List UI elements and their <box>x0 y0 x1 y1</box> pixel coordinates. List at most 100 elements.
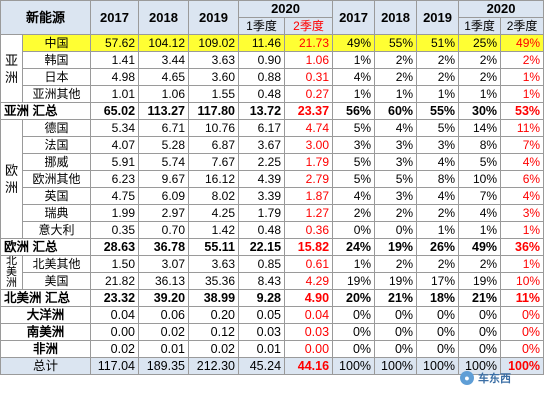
table-row-summary: 北美洲 汇总 23.32 39.20 38.99 9.28 4.90 20% 2… <box>0 289 545 307</box>
cell: 4% <box>374 119 418 137</box>
cell: 4.65 <box>138 68 190 86</box>
cell: 20% <box>332 289 376 307</box>
cell: 100% <box>374 357 418 375</box>
cell: 3.60 <box>188 68 240 86</box>
cell: 18% <box>416 289 460 307</box>
cell: 0% <box>374 340 418 358</box>
cell: 4.29 <box>284 272 334 290</box>
header-q2-values: 2季度 <box>284 17 334 35</box>
cell: 0.02 <box>138 323 190 341</box>
header-2020-share: 2020 <box>458 0 545 18</box>
row-label: 亚洲 汇总 <box>0 102 92 120</box>
cell: 1.99 <box>90 204 140 222</box>
cell: 19% <box>374 238 418 256</box>
header-2017: 2017 <box>90 0 140 35</box>
cell: 49% <box>500 34 545 52</box>
table-row: 北美洲 北美其他 1.50 3.07 3.63 0.85 0.61 1% 2% … <box>0 255 545 290</box>
cell: 36% <box>500 238 545 256</box>
cell: 4% <box>332 187 376 205</box>
cell: 100% <box>416 357 460 375</box>
cell: 0.70 <box>138 221 190 239</box>
cell: 0.05 <box>238 306 286 324</box>
cell: 113.27 <box>138 102 190 120</box>
cell: 44.16 <box>284 357 334 375</box>
cell: 0.00 <box>90 323 140 341</box>
group-north-america: 北美洲 <box>0 255 23 290</box>
table-row: 亚洲其他 1.01 1.06 1.55 0.48 0.27 1% 1% 1% 1… <box>1 85 545 103</box>
cell: 9.28 <box>238 289 286 307</box>
cell: 0.61 <box>284 255 334 273</box>
cell: 4.25 <box>188 204 240 222</box>
row-label: 总计 <box>0 357 92 375</box>
row-label: 非洲 <box>0 340 92 358</box>
header-share-2019: 2019 <box>416 0 460 35</box>
cell: 0% <box>332 323 376 341</box>
cell: 6.71 <box>138 119 190 137</box>
cell: 49% <box>332 34 376 52</box>
row-label: 欧洲其他 <box>21 170 92 188</box>
cell: 1% <box>500 255 545 273</box>
cell: 0.00 <box>284 340 334 358</box>
row-label: 挪威 <box>21 153 92 171</box>
cell: 117.04 <box>90 357 140 375</box>
cell: 0.02 <box>188 340 240 358</box>
cell: 3.63 <box>188 51 240 69</box>
cell: 10.76 <box>188 119 240 137</box>
cell: 5.28 <box>138 136 190 154</box>
row-label: 北美其他 <box>21 255 92 273</box>
cell: 2% <box>416 51 460 69</box>
cell: 0.03 <box>238 323 286 341</box>
cell: 1.06 <box>138 85 190 103</box>
cell: 36.78 <box>138 238 190 256</box>
table-row: 韩国 1.41 3.44 3.63 0.90 1.06 1% 2% 2% 2% … <box>1 51 545 69</box>
cell: 6.87 <box>188 136 240 154</box>
row-label: 南美洲 <box>0 323 92 341</box>
cell: 4% <box>500 153 545 171</box>
cell: 24% <box>332 238 376 256</box>
cell: 23.37 <box>284 102 334 120</box>
cell: 21% <box>374 289 418 307</box>
sales-table: 新能源 2017 2018 2019 2020 2017 2018 2019 2… <box>0 0 545 375</box>
cell: 0% <box>500 323 545 341</box>
cell: 15.82 <box>284 238 334 256</box>
cell: 4.75 <box>90 187 140 205</box>
watermark: ● 车东西 <box>460 370 511 386</box>
cell: 2% <box>374 68 418 86</box>
cell: 5% <box>332 170 376 188</box>
group-asia: 亚洲 <box>0 34 23 103</box>
cell: 109.02 <box>188 34 240 52</box>
table-row-total: 总计 117.04 189.35 212.30 45.24 44.16 100%… <box>0 357 545 375</box>
cell: 4% <box>332 68 376 86</box>
cell: 4.07 <box>90 136 140 154</box>
header-share-2017: 2017 <box>332 0 376 35</box>
cell: 6.17 <box>238 119 286 137</box>
cell: 0% <box>374 221 418 239</box>
header-share-2018: 2018 <box>374 0 418 35</box>
cell: 1% <box>500 221 545 239</box>
table-row: 欧洲其他 6.23 9.67 16.12 4.39 2.79 5% 5% 8% … <box>1 170 545 188</box>
cell: 1% <box>500 85 545 103</box>
cell: 7.67 <box>188 153 240 171</box>
cell: 55% <box>416 102 460 120</box>
row-label: 欧洲 汇总 <box>0 238 92 256</box>
cell: 36.13 <box>138 272 190 290</box>
cell: 6.23 <box>90 170 140 188</box>
cell: 8.43 <box>238 272 286 290</box>
cell: 0% <box>332 306 376 324</box>
cell: 100% <box>458 357 502 375</box>
cell: 9.67 <box>138 170 190 188</box>
watermark-text: 车东西 <box>478 373 511 385</box>
cell: 189.35 <box>138 357 190 375</box>
cell: 0% <box>416 340 460 358</box>
cell: 0.01 <box>238 340 286 358</box>
cell: 0.04 <box>90 306 140 324</box>
cell: 1.87 <box>284 187 334 205</box>
cell: 2.97 <box>138 204 190 222</box>
cell: 0.06 <box>138 306 190 324</box>
cell: 11% <box>500 289 545 307</box>
cell: 55.11 <box>188 238 240 256</box>
cell: 5% <box>374 170 418 188</box>
cell: 2% <box>500 51 545 69</box>
cell: 2% <box>416 255 460 273</box>
cell: 0.04 <box>284 306 334 324</box>
